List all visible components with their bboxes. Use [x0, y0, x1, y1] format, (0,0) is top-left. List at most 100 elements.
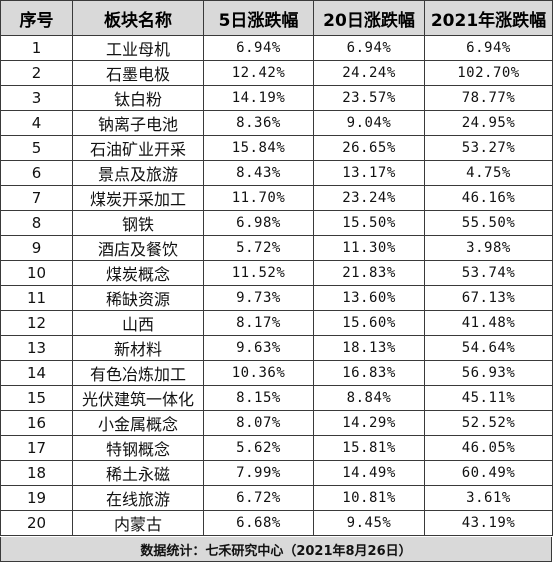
cell-sector-name: 稀土永磁 — [72, 460, 204, 486]
cell-rank: 6 — [0, 160, 73, 186]
cell-sector-name: 小金属概念 — [72, 410, 204, 436]
cell-5day-change: 6.98% — [203, 210, 314, 236]
cell-20day-change: 15.50% — [313, 210, 425, 236]
cell-5day-change: 10.36% — [203, 360, 314, 386]
cell-rank: 18 — [0, 460, 73, 486]
cell-rank: 4 — [0, 110, 73, 136]
cell-sector-name: 钛白粉 — [72, 85, 204, 111]
cell-2021-change: 6.94% — [424, 35, 553, 61]
cell-5day-change: 8.36% — [203, 110, 314, 136]
cell-2021-change: 102.70% — [424, 60, 553, 86]
cell-rank: 16 — [0, 410, 73, 436]
cell-2021-change: 55.50% — [424, 210, 553, 236]
cell-rank: 5 — [0, 135, 73, 161]
cell-sector-name: 钠离子电池 — [72, 110, 204, 136]
cell-rank: 8 — [0, 210, 73, 236]
table-row: 16 小金属概念 8.07% 14.29% 52.52% — [0, 410, 553, 436]
cell-2021-change: 78.77% — [424, 85, 553, 111]
table-body: 1 工业母机 6.94% 6.94% 6.94% 2 石墨电极 12.42% 24.24% 102… — [0, 35, 553, 536]
table-row: 3 钛白粉 14.19% 23.57% 78.77% — [0, 85, 553, 111]
cell-20day-change: 13.60% — [313, 285, 425, 311]
table-row: 4 钠离子电池 8.36% 9.04% 24.95% — [0, 110, 553, 136]
cell-sector-name: 特钢概念 — [72, 435, 204, 461]
cell-5day-change: 12.42% — [203, 60, 314, 86]
table-row: 19 在线旅游 6.72% 10.81% 3.61% — [0, 485, 553, 511]
header-20day-change: 20日涨跌幅 — [313, 0, 425, 36]
cell-5day-change: 9.73% — [203, 285, 314, 311]
table-row: 2 石墨电极 12.42% 24.24% 102.70% — [0, 60, 553, 86]
cell-2021-change: 52.52% — [424, 410, 553, 436]
table-row: 9 酒店及餐饮 5.72% 11.30% 3.98% — [0, 235, 553, 261]
cell-rank: 15 — [0, 385, 73, 411]
table-row: 7 煤炭开采加工 11.70% 23.24% 46.16% — [0, 185, 553, 211]
cell-sector-name: 钢铁 — [72, 210, 204, 236]
cell-2021-change: 60.49% — [424, 460, 553, 486]
cell-sector-name: 煤炭概念 — [72, 260, 204, 286]
cell-20day-change: 6.94% — [313, 35, 425, 61]
header-row: 序号 板块名称 5日涨跌幅 20日涨跌幅 2021年涨跌幅 — [0, 0, 553, 36]
cell-rank: 14 — [0, 360, 73, 386]
cell-2021-change: 67.13% — [424, 285, 553, 311]
cell-rank: 9 — [0, 235, 73, 261]
cell-2021-change: 45.11% — [424, 385, 553, 411]
cell-rank: 17 — [0, 435, 73, 461]
cell-2021-change: 3.61% — [424, 485, 553, 511]
cell-sector-name: 新材料 — [72, 335, 204, 361]
header-sector-name: 板块名称 — [72, 0, 204, 36]
cell-2021-change: 46.05% — [424, 435, 553, 461]
cell-sector-name: 内蒙古 — [72, 510, 204, 536]
cell-20day-change: 21.83% — [313, 260, 425, 286]
table-row: 10 煤炭概念 11.52% 21.83% 53.74% — [0, 260, 553, 286]
cell-2021-change: 53.74% — [424, 260, 553, 286]
cell-rank: 19 — [0, 485, 73, 511]
cell-20day-change: 13.17% — [313, 160, 425, 186]
cell-rank: 2 — [0, 60, 73, 86]
table-row: 17 特钢概念 5.62% 15.81% 46.05% — [0, 435, 553, 461]
cell-rank: 7 — [0, 185, 73, 211]
cell-rank: 12 — [0, 310, 73, 336]
cell-sector-name: 石墨电极 — [72, 60, 204, 86]
table-row: 20 内蒙古 6.68% 9.45% 43.19% — [0, 510, 553, 536]
cell-20day-change: 23.57% — [313, 85, 425, 111]
cell-5day-change: 6.68% — [203, 510, 314, 536]
table-row: 6 景点及旅游 8.43% 13.17% 4.75% — [0, 160, 553, 186]
table-row: 12 山西 8.17% 15.60% 41.48% — [0, 310, 553, 336]
cell-5day-change: 8.43% — [203, 160, 314, 186]
cell-2021-change: 46.16% — [424, 185, 553, 211]
header-rank: 序号 — [0, 0, 73, 36]
cell-20day-change: 16.83% — [313, 360, 425, 386]
cell-5day-change: 6.94% — [203, 35, 314, 61]
table-row: 15 光伏建筑一体化 8.15% 8.84% 45.11% — [0, 385, 553, 411]
cell-5day-change: 6.72% — [203, 485, 314, 511]
cell-5day-change: 8.07% — [203, 410, 314, 436]
table-row: 8 钢铁 6.98% 15.50% 55.50% — [0, 210, 553, 236]
cell-20day-change: 15.81% — [313, 435, 425, 461]
cell-5day-change: 9.63% — [203, 335, 314, 361]
cell-20day-change: 23.24% — [313, 185, 425, 211]
cell-20day-change: 10.81% — [313, 485, 425, 511]
cell-20day-change: 14.49% — [313, 460, 425, 486]
cell-rank: 1 — [0, 35, 73, 61]
cell-2021-change: 56.93% — [424, 360, 553, 386]
header-5day-change: 5日涨跌幅 — [203, 0, 314, 36]
cell-5day-change: 5.62% — [203, 435, 314, 461]
cell-rank: 20 — [0, 510, 73, 536]
table-row: 14 有色冶炼加工 10.36% 16.83% 56.93% — [0, 360, 553, 386]
cell-20day-change: 26.65% — [313, 135, 425, 161]
cell-2021-change: 3.98% — [424, 235, 553, 261]
cell-sector-name: 稀缺资源 — [72, 285, 204, 311]
table-row: 11 稀缺资源 9.73% 13.60% 67.13% — [0, 285, 553, 311]
cell-sector-name: 景点及旅游 — [72, 160, 204, 186]
cell-5day-change: 8.17% — [203, 310, 314, 336]
cell-sector-name: 在线旅游 — [72, 485, 204, 511]
cell-rank: 3 — [0, 85, 73, 111]
cell-rank: 11 — [0, 285, 73, 311]
cell-20day-change: 9.04% — [313, 110, 425, 136]
table-row: 13 新材料 9.63% 18.13% 54.64% — [0, 335, 553, 361]
cell-20day-change: 11.30% — [313, 235, 425, 261]
table-row: 18 稀土永磁 7.99% 14.49% 60.49% — [0, 460, 553, 486]
cell-2021-change: 43.19% — [424, 510, 553, 536]
cell-2021-change: 54.64% — [424, 335, 553, 361]
cell-sector-name: 光伏建筑一体化 — [72, 385, 204, 411]
